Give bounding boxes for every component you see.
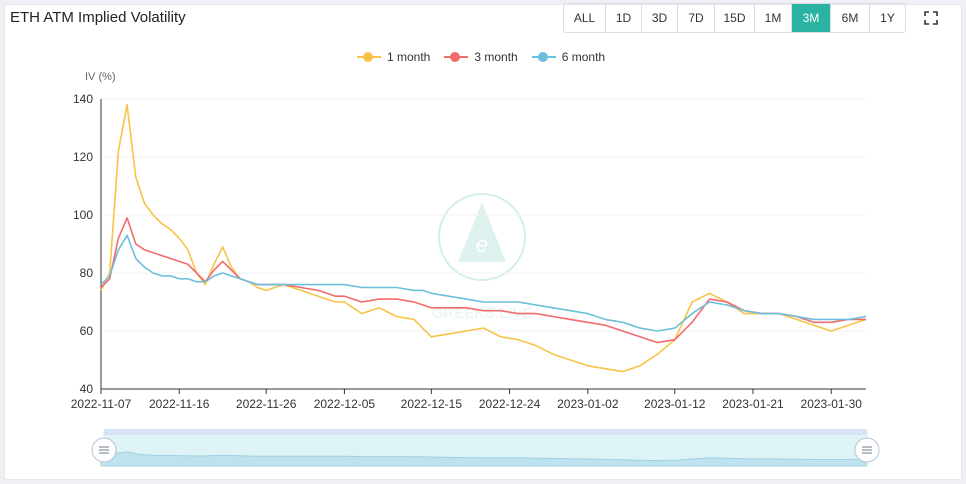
series-line-1-month: [100, 104, 867, 373]
x-tick-label: 2022-12-15: [401, 397, 463, 411]
watermark-text: GREEKS.LIVE: [432, 305, 533, 322]
tab-3d[interactable]: 3D: [642, 4, 678, 32]
x-tick-label: 2023-01-02: [557, 397, 619, 411]
data-zoom-slider[interactable]: [91, 429, 880, 467]
tab-1m[interactable]: 1M: [755, 4, 792, 32]
y-axis-label: IV (%): [85, 71, 116, 83]
tab-6m[interactable]: 6M: [831, 4, 870, 32]
x-tick-label: 2022-11-07: [71, 397, 132, 411]
tab-1d[interactable]: 1D: [606, 4, 642, 32]
y-tick-label: 40: [80, 382, 94, 396]
zoom-handle-right[interactable]: [854, 437, 880, 463]
legend-symbol: [444, 51, 469, 63]
timeframe-tabs: ALL 1D 3D 7D 15D 1M 3M 6M 1Y: [563, 3, 906, 33]
y-tick-label: 140: [73, 92, 93, 106]
page-title: ETH ATM Implied Volatility: [10, 9, 186, 26]
x-tick-label: 2023-01-30: [801, 397, 863, 411]
y-tick-label: 100: [73, 208, 93, 222]
x-tick-label: 2022-12-24: [479, 397, 541, 411]
legend-item-3-month[interactable]: 3 month: [444, 50, 518, 64]
tab-7d[interactable]: 7D: [678, 4, 715, 32]
tab-1y[interactable]: 1Y: [880, 11, 895, 25]
zoom-handle-left[interactable]: [91, 437, 117, 463]
tab-15d[interactable]: 15D: [715, 4, 755, 32]
tab-3m[interactable]: 3M: [792, 4, 831, 32]
svg-text:e: e: [476, 232, 488, 257]
y-tick-label: 80: [80, 266, 94, 280]
tab-all[interactable]: ALL: [564, 4, 606, 32]
zoom-preview-line: [100, 451, 867, 467]
x-axis: 2022-11-07 2022-11-16 2022-11-26 2022-12-05…: [71, 388, 866, 411]
legend-item-6-month[interactable]: 6 month: [531, 50, 606, 64]
y-tick-label: 60: [80, 324, 94, 338]
chart-legend: 1 month 3 month 6 month: [357, 50, 605, 64]
expand-icon[interactable]: [924, 11, 938, 25]
x-tick-label: 2022-11-26: [236, 397, 297, 411]
legend-symbol: [357, 51, 381, 63]
legend-label: 3 month: [474, 50, 518, 64]
series-line-6-month: [100, 234, 867, 332]
y-tick-label: 120: [73, 150, 93, 164]
legend-symbol: [531, 51, 556, 63]
x-tick-label: 2023-01-12: [644, 397, 706, 411]
x-tick-label: 2022-11-16: [149, 397, 210, 411]
legend-item-1-month[interactable]: 1 month: [357, 50, 430, 64]
x-tick-label: 2023-01-21: [722, 397, 784, 411]
series-line-3-month: [100, 217, 866, 344]
zoom-move-bar[interactable]: [104, 429, 867, 435]
chart-series: [100, 104, 867, 373]
x-tick-label: 2022-12-05: [314, 397, 376, 411]
chart-card: [4, 4, 962, 480]
watermark-logo: e GREEKS.LIVE: [432, 193, 533, 322]
legend-label: 6 month: [561, 50, 606, 64]
legend-label: 1 month: [387, 50, 431, 64]
y-axis: 40 60 80 100 120 140: [73, 92, 102, 396]
